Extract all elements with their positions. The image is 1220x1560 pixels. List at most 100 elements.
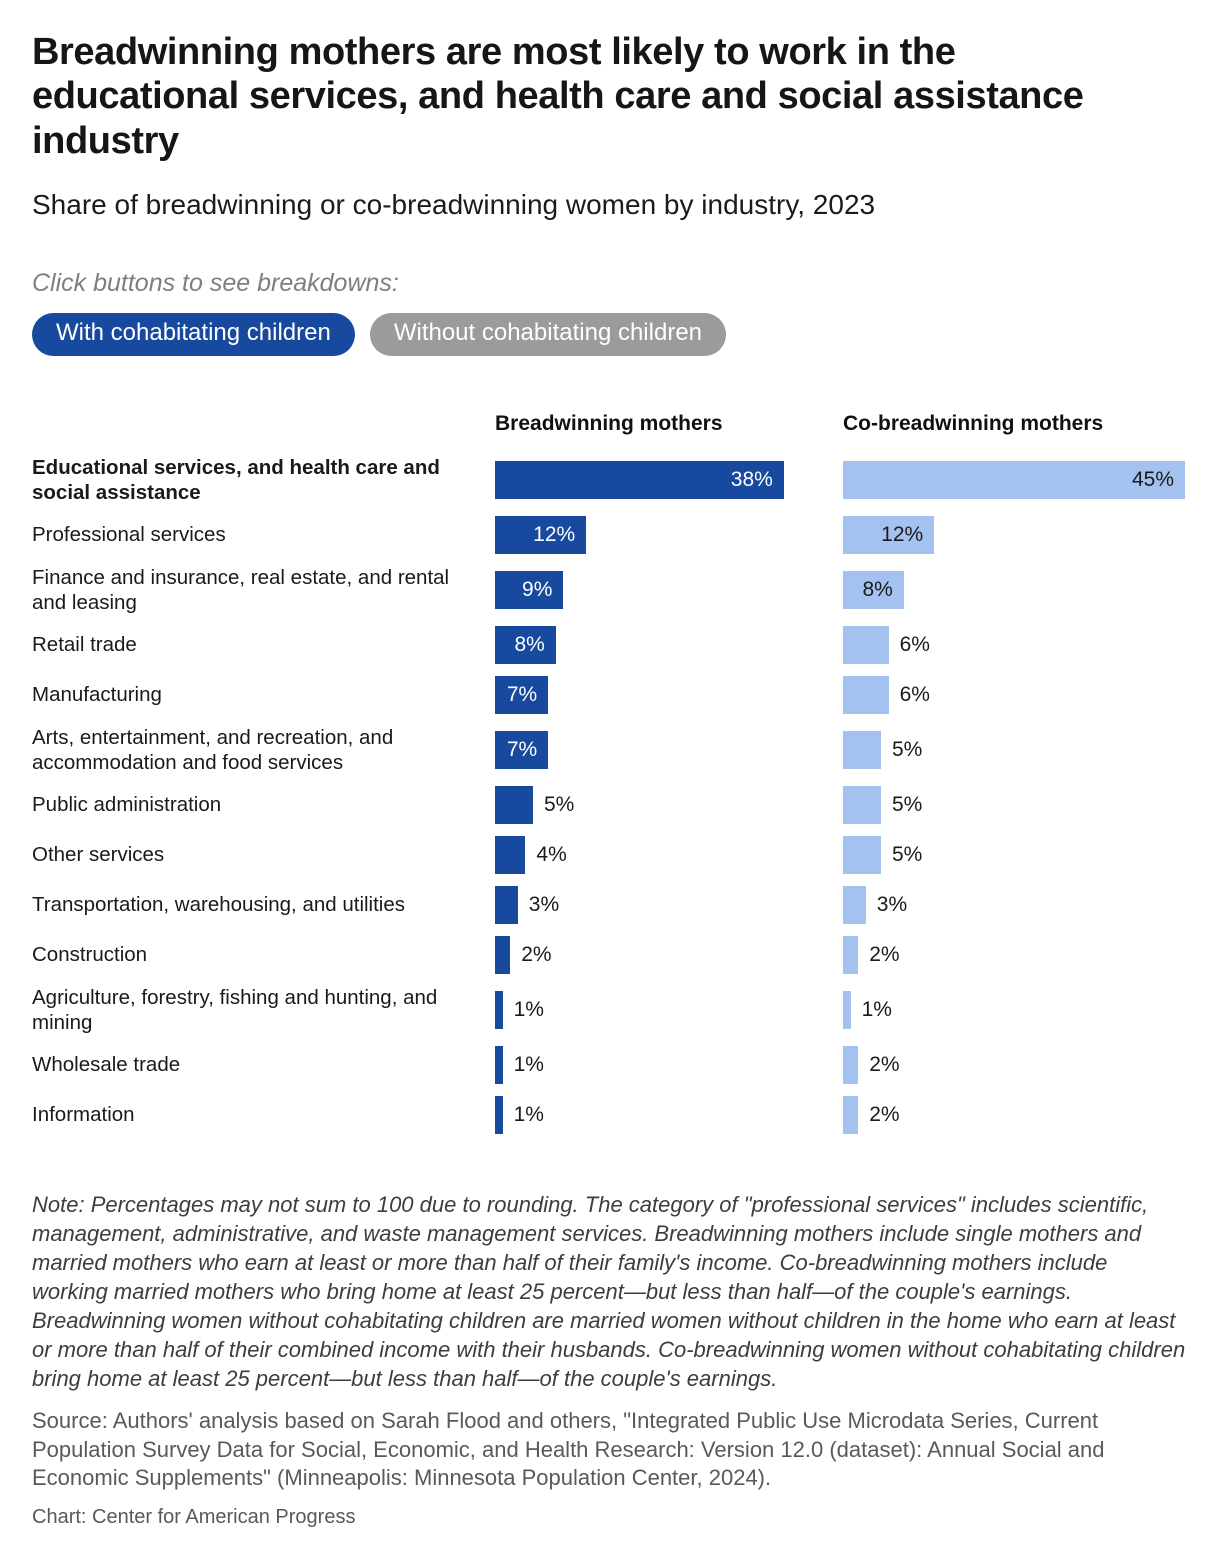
chart-column-headers: Breadwinning mothers Co-breadwinning mot… [32, 412, 1188, 450]
source-text: Source: Authors' analysis based on Sarah… [32, 1407, 1105, 1491]
chart-row: Retail trade 8% 6% [32, 620, 1188, 670]
cobreadwinning-bar-cell: 2% [843, 1095, 1188, 1134]
cobreadwinning-bar[interactable] [843, 885, 866, 924]
cobreadwinning-bar[interactable] [843, 675, 889, 714]
breadwinning-bar[interactable] [495, 935, 511, 974]
category-label: Retail trade [32, 633, 137, 657]
breadwinning-column-header: Breadwinning mothers [495, 411, 723, 435]
bar-value-label: 3% [876, 892, 908, 916]
bar-value-label: 7% [506, 682, 538, 706]
breadwinning-bar[interactable] [495, 990, 503, 1029]
without-cohabitating-children-button[interactable]: Without cohabitating children [369, 313, 727, 356]
bar-value-label: 5% [892, 737, 923, 761]
cobreadwinning-bar-cell: 5% [843, 835, 1188, 874]
category-label: Finance and insurance, real estate, and … [32, 565, 450, 614]
bar-value-label: 1% [513, 1102, 544, 1126]
bar-value-label: 8% [862, 577, 893, 601]
bar-value-label: 2% [521, 942, 552, 966]
breadwinning-bar[interactable]: 7% [495, 675, 549, 714]
chart-row: Other services 4% 5% [32, 830, 1188, 880]
cobreadwinning-bar-cell: 2% [843, 1045, 1188, 1084]
breadwinning-bar-cell: 8% [495, 625, 843, 664]
bar-value-label: 38% [730, 467, 773, 491]
category-label: Arts, entertainment, and recreation, and… [32, 725, 394, 774]
bar-value-label: 2% [869, 942, 900, 966]
breadwinning-bar-cell: 1% [495, 990, 843, 1029]
cobreadwinning-bar-cell: 5% [843, 785, 1188, 824]
cobreadwinning-bar-cell: 5% [843, 730, 1188, 769]
breadwinning-bar[interactable] [495, 835, 526, 874]
cobreadwinning-bar[interactable] [843, 990, 851, 1029]
bar-value-label: 1% [513, 997, 544, 1021]
cobreadwinning-bar[interactable] [843, 835, 881, 874]
chart-row: Construction 2% 2% [32, 930, 1188, 980]
breadwinning-bar[interactable]: 8% [495, 625, 556, 664]
breadwinning-bar[interactable] [495, 1095, 503, 1134]
bar-value-label: 3% [528, 892, 560, 916]
buttons-hint: Click buttons to see breakdowns: [32, 269, 399, 298]
bar-value-label: 12% [533, 522, 576, 546]
breadwinning-bar-cell: 5% [495, 785, 843, 824]
page-title: Breadwinning mothers are most likely to … [32, 31, 1084, 162]
breadwinning-bar[interactable]: 9% [495, 570, 564, 609]
chart-row: Wholesale trade 1% 2% [32, 1040, 1188, 1090]
bar-chart: Breadwinning mothers Co-breadwinning mot… [32, 412, 1188, 1140]
cobreadwinning-bar-cell: 1% [843, 990, 1188, 1029]
breadwinning-bar-cell: 4% [495, 835, 843, 874]
cobreadwinning-column-header: Co-breadwinning mothers [843, 411, 1104, 435]
cobreadwinning-bar-cell: 12% [843, 515, 1188, 554]
cobreadwinning-bar[interactable] [843, 730, 881, 769]
chart-row: Finance and insurance, real estate, and … [32, 560, 1188, 620]
cobreadwinning-bar[interactable]: 8% [843, 570, 904, 609]
cobreadwinning-bar-cell: 8% [843, 570, 1188, 609]
bar-value-label: 5% [892, 792, 923, 816]
chart-row: Arts, entertainment, and recreation, and… [32, 720, 1188, 780]
category-label: Information [32, 1103, 135, 1127]
breadwinning-bar[interactable]: 12% [495, 515, 587, 554]
breadwinning-bar-cell: 7% [495, 675, 843, 714]
category-label: Agriculture, forestry, fishing and hunti… [32, 985, 438, 1034]
spacer [32, 412, 495, 450]
bar-value-label: 2% [869, 1052, 900, 1076]
breadwinning-bar-cell: 9% [495, 570, 843, 609]
breadwinning-bar-cell: 2% [495, 935, 843, 974]
bar-value-label: 12% [881, 522, 924, 546]
category-label: Construction [32, 943, 148, 967]
bar-value-label: 4% [536, 842, 567, 866]
breakdown-button-group: With cohabitating children Without cohab… [32, 313, 1188, 356]
breadwinning-bar-cell: 1% [495, 1095, 843, 1134]
breadwinning-bar[interactable] [495, 785, 533, 824]
cobreadwinning-bar[interactable] [843, 1045, 859, 1084]
chart-row: Public administration 5% 5% [32, 780, 1188, 830]
breadwinning-bar[interactable] [495, 885, 518, 924]
note-text: Note: Percentages may not sum to 100 due… [32, 1191, 1186, 1391]
bar-value-label: 6% [899, 632, 930, 656]
cobreadwinning-bar[interactable] [843, 625, 889, 664]
bar-value-label: 1% [513, 1052, 544, 1076]
cobreadwinning-bar-cell: 6% [843, 625, 1188, 664]
bar-value-label: 1% [861, 997, 892, 1021]
cobreadwinning-bar[interactable]: 12% [843, 515, 935, 554]
chart-row: Educational services, and health care an… [32, 450, 1188, 510]
cobreadwinning-bar[interactable] [843, 785, 881, 824]
breadwinning-bar-cell: 12% [495, 515, 843, 554]
cobreadwinning-bar-cell: 45% [843, 460, 1188, 499]
category-label: Transportation, warehousing, and utiliti… [32, 893, 406, 917]
chart-credit: Chart: Center for American Progress [32, 1505, 356, 1528]
breadwinning-bar[interactable] [495, 1045, 503, 1084]
bar-value-label: 5% [544, 792, 575, 816]
cobreadwinning-bar[interactable]: 45% [843, 460, 1185, 499]
bar-value-label: 9% [522, 577, 553, 601]
bar-value-label: 8% [514, 632, 545, 656]
breadwinning-bar[interactable]: 38% [495, 460, 784, 499]
bar-value-label: 6% [899, 682, 930, 706]
category-label: Professional services [32, 523, 226, 547]
breadwinning-bar-cell: 3% [495, 885, 843, 924]
category-label: Educational services, and health care an… [32, 455, 440, 504]
chart-row: Professional services 12% 12% [32, 510, 1188, 560]
with-cohabitating-children-button[interactable]: With cohabitating children [32, 313, 355, 356]
cobreadwinning-bar[interactable] [843, 1095, 859, 1134]
breadwinning-bar[interactable]: 7% [495, 730, 549, 769]
chart-row: Agriculture, forestry, fishing and hunti… [32, 980, 1188, 1040]
cobreadwinning-bar[interactable] [843, 935, 859, 974]
